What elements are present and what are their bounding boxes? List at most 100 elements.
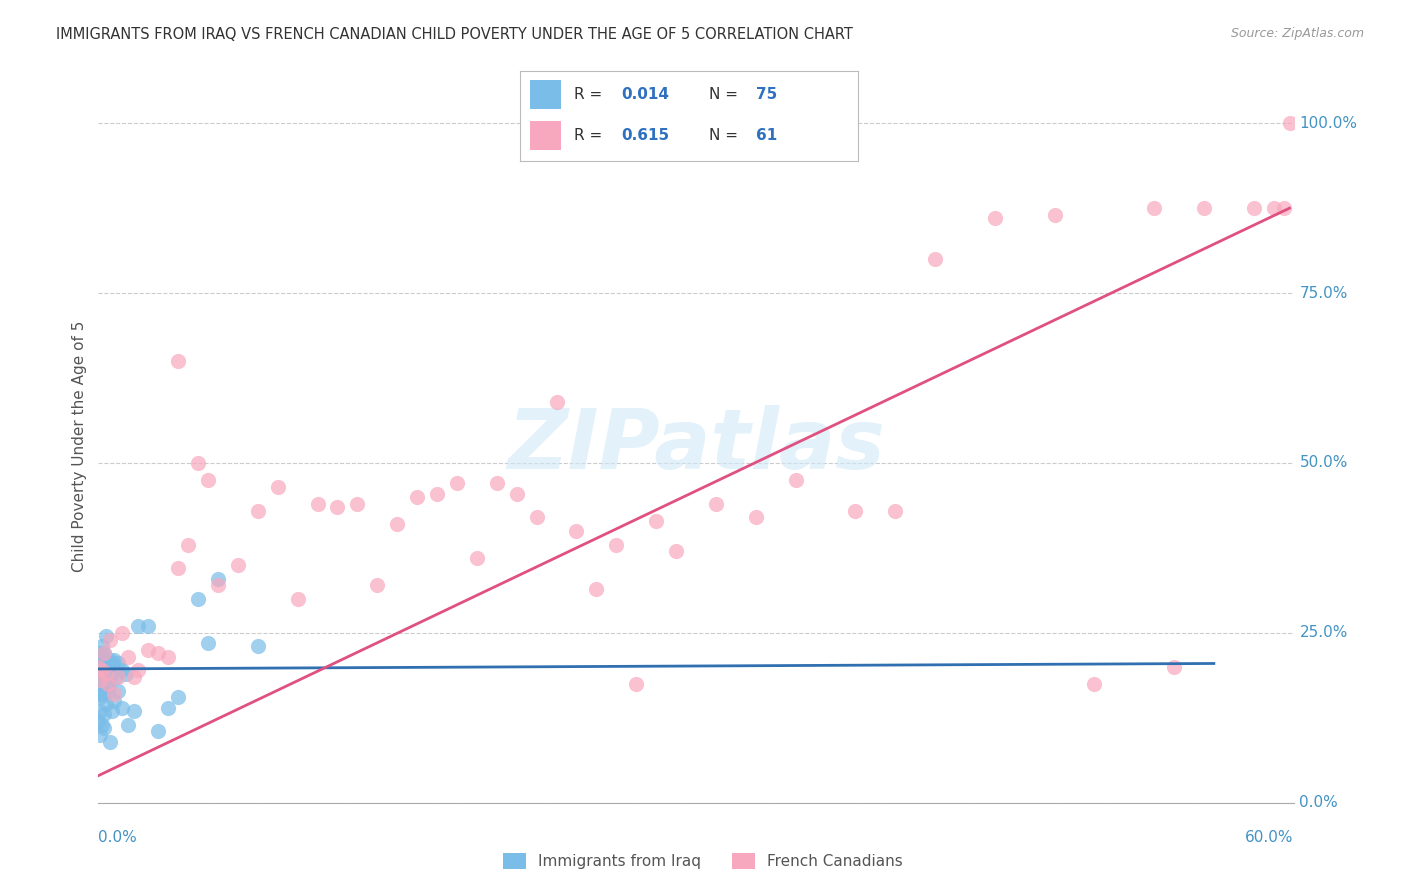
Point: [97, 683, 120, 698]
Point: [89, 646, 111, 660]
Point: [246, 640, 269, 654]
Point: [246, 503, 269, 517]
Point: [93, 707, 115, 722]
Text: 25.0%: 25.0%: [1299, 625, 1348, 640]
Point: [426, 486, 449, 500]
Point: [93, 721, 115, 735]
Point: [91, 660, 114, 674]
Point: [124, 670, 146, 684]
Point: [1143, 201, 1166, 215]
Text: 0.014: 0.014: [621, 87, 669, 102]
Text: IMMIGRANTS FROM IRAQ VS FRENCH CANADIAN CHILD POVERTY UNDER THE AGE OF 5 CORRELA: IMMIGRANTS FROM IRAQ VS FRENCH CANADIAN …: [56, 27, 853, 42]
Point: [785, 473, 807, 487]
Point: [127, 619, 149, 633]
Point: [97, 663, 120, 677]
Point: [93, 657, 115, 671]
Point: [87, 677, 110, 691]
Point: [111, 626, 134, 640]
Point: [157, 700, 180, 714]
Text: ZIPatlas: ZIPatlas: [508, 406, 884, 486]
Point: [107, 670, 129, 684]
Point: [197, 473, 219, 487]
Point: [87, 714, 110, 729]
Point: [103, 694, 125, 708]
Point: [103, 687, 125, 701]
Point: [167, 561, 190, 575]
Point: [1163, 660, 1185, 674]
Point: [98, 666, 122, 681]
Point: [89, 666, 111, 681]
Point: [136, 643, 159, 657]
Point: [107, 683, 129, 698]
Point: [326, 500, 349, 515]
Point: [1243, 201, 1265, 215]
Point: [96, 698, 118, 712]
Point: [406, 490, 429, 504]
Point: [111, 700, 134, 714]
FancyBboxPatch shape: [530, 80, 561, 109]
Point: [207, 572, 229, 586]
Point: [546, 394, 568, 409]
Point: [465, 551, 488, 566]
Point: [97, 677, 120, 691]
Text: 61: 61: [756, 128, 778, 143]
Point: [624, 677, 647, 691]
Point: [1083, 677, 1105, 691]
Point: [267, 480, 290, 494]
Point: [103, 653, 125, 667]
Point: [97, 680, 120, 694]
Point: [91, 666, 114, 681]
Point: [1192, 201, 1215, 215]
Point: [1272, 201, 1295, 215]
Point: [87, 663, 110, 677]
Point: [167, 690, 190, 705]
Text: 50.0%: 50.0%: [1299, 456, 1348, 470]
Text: 75.0%: 75.0%: [1299, 285, 1348, 301]
Point: [506, 486, 529, 500]
Point: [97, 660, 120, 674]
Point: [89, 683, 111, 698]
Text: 60.0%: 60.0%: [1246, 830, 1294, 845]
Point: [366, 578, 388, 592]
Point: [148, 646, 170, 660]
Text: 0.0%: 0.0%: [1299, 796, 1339, 810]
Point: [704, 497, 727, 511]
Point: [924, 252, 946, 266]
Point: [93, 646, 115, 660]
Point: [844, 503, 866, 517]
Point: [89, 673, 111, 688]
Point: [98, 653, 122, 667]
Point: [1043, 208, 1066, 222]
Point: [485, 476, 508, 491]
Point: [197, 636, 219, 650]
Point: [346, 497, 368, 511]
Point: [93, 670, 115, 684]
Point: [89, 690, 111, 705]
Point: [148, 724, 170, 739]
Point: [745, 510, 768, 524]
Point: [136, 619, 159, 633]
Point: [96, 629, 118, 643]
Point: [89, 657, 111, 671]
Point: [605, 537, 627, 551]
Point: [96, 657, 118, 671]
Y-axis label: Child Poverty Under the Age of 5: Child Poverty Under the Age of 5: [72, 320, 87, 572]
Point: [89, 704, 111, 718]
Point: [187, 456, 209, 470]
Point: [96, 670, 118, 684]
Point: [98, 670, 122, 684]
Text: 0.615: 0.615: [621, 128, 669, 143]
Point: [91, 687, 114, 701]
Point: [645, 514, 668, 528]
Point: [101, 663, 124, 677]
Point: [446, 476, 468, 491]
Point: [157, 649, 180, 664]
Text: N =: N =: [709, 128, 742, 143]
Point: [207, 578, 229, 592]
Point: [177, 537, 200, 551]
Point: [98, 632, 122, 647]
Text: 100.0%: 100.0%: [1299, 116, 1358, 131]
Point: [96, 677, 118, 691]
Point: [91, 670, 114, 684]
Point: [287, 591, 309, 606]
